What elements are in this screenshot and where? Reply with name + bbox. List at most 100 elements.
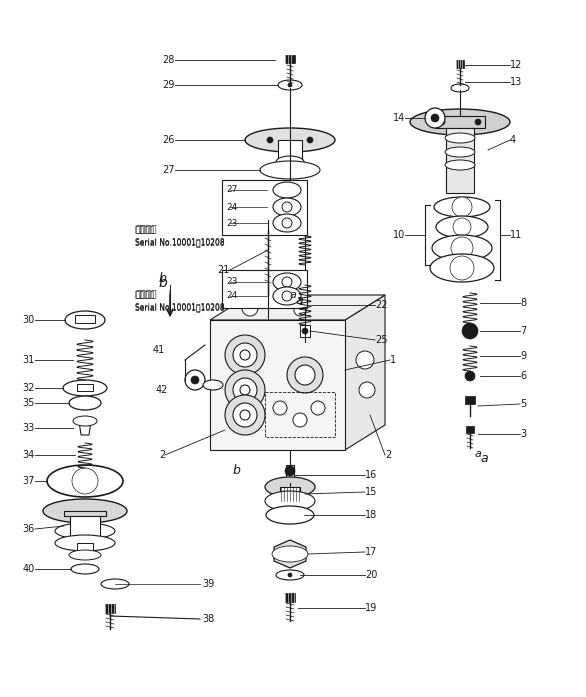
Text: 41: 41 (153, 345, 165, 355)
Bar (446, 128, 474, 193)
Bar (77, 384, 93, 391)
Ellipse shape (445, 160, 475, 170)
Circle shape (359, 382, 375, 398)
Text: 6: 6 (520, 371, 526, 381)
Circle shape (287, 357, 323, 393)
Circle shape (240, 350, 250, 360)
Bar (222, 270, 307, 308)
Text: 28: 28 (163, 55, 175, 65)
Circle shape (225, 395, 265, 435)
Text: 24: 24 (226, 291, 237, 300)
Ellipse shape (63, 380, 107, 396)
Ellipse shape (73, 416, 97, 426)
Text: 適用号機: 適用号機 (135, 226, 155, 234)
Circle shape (185, 370, 205, 390)
Ellipse shape (273, 198, 301, 216)
Text: 35: 35 (23, 398, 35, 408)
Bar (465, 396, 475, 404)
Circle shape (453, 218, 471, 236)
Ellipse shape (436, 216, 488, 238)
Ellipse shape (272, 546, 308, 562)
Ellipse shape (266, 506, 314, 524)
Polygon shape (345, 295, 385, 450)
Ellipse shape (273, 273, 301, 291)
Text: 27: 27 (226, 185, 237, 194)
Text: 29: 29 (163, 80, 175, 90)
Circle shape (233, 403, 257, 427)
Ellipse shape (47, 465, 123, 497)
Ellipse shape (265, 477, 315, 497)
Text: 適用号機: 適用号機 (135, 291, 155, 300)
Bar (70, 516, 100, 538)
Text: Serial No.10001～10208: Serial No.10001～10208 (135, 238, 224, 247)
Text: 適用号機: 適用号機 (135, 226, 156, 234)
Circle shape (452, 197, 472, 217)
Text: a: a (475, 449, 482, 459)
Text: 13: 13 (510, 77, 522, 87)
Polygon shape (79, 421, 91, 435)
Text: 30: 30 (23, 315, 35, 325)
Bar (280, 487, 300, 501)
Text: 34: 34 (23, 450, 35, 460)
Text: 15: 15 (365, 487, 377, 497)
Text: 27: 27 (162, 165, 175, 175)
Text: 16: 16 (365, 470, 377, 480)
Circle shape (311, 401, 325, 415)
Circle shape (302, 328, 308, 334)
Text: 24: 24 (226, 203, 237, 211)
Ellipse shape (432, 235, 492, 261)
Ellipse shape (260, 161, 320, 179)
Text: 8: 8 (520, 298, 526, 308)
Text: 2: 2 (385, 450, 391, 460)
Text: b: b (158, 272, 166, 284)
Text: 26: 26 (163, 135, 175, 145)
Text: 9: 9 (520, 351, 526, 361)
Bar (278, 140, 302, 162)
Circle shape (431, 114, 439, 122)
Text: 23: 23 (226, 277, 237, 286)
Ellipse shape (278, 80, 302, 90)
Ellipse shape (445, 147, 475, 157)
Bar (286, 465, 294, 483)
Bar (466, 426, 474, 433)
Circle shape (451, 237, 473, 259)
Circle shape (225, 370, 265, 410)
Text: a: a (290, 290, 297, 300)
Text: 39: 39 (202, 579, 214, 589)
Ellipse shape (55, 535, 115, 551)
Text: b: b (159, 276, 168, 290)
Text: Serial No.10001～10208: Serial No.10001～10208 (135, 238, 224, 247)
Ellipse shape (273, 287, 301, 305)
Text: 36: 36 (23, 524, 35, 534)
Bar (77, 543, 93, 555)
Circle shape (450, 256, 474, 280)
Text: 23: 23 (226, 218, 237, 227)
Text: 5: 5 (520, 399, 526, 409)
Text: 25: 25 (375, 335, 387, 345)
Bar (265, 392, 335, 437)
Text: 7: 7 (520, 326, 526, 336)
Bar (300, 325, 310, 337)
Circle shape (233, 378, 257, 402)
Circle shape (295, 365, 315, 385)
Ellipse shape (65, 311, 105, 329)
Ellipse shape (203, 380, 223, 390)
Text: 4: 4 (510, 135, 516, 145)
Ellipse shape (451, 84, 469, 92)
Text: 32: 32 (23, 383, 35, 393)
Text: Serial No.10001～10208: Serial No.10001～10208 (135, 303, 224, 312)
Text: 3: 3 (520, 429, 526, 439)
Text: 1: 1 (390, 355, 396, 365)
Circle shape (356, 351, 374, 369)
Ellipse shape (430, 254, 494, 282)
Text: 適用号機: 適用号機 (135, 291, 156, 300)
Ellipse shape (273, 214, 301, 232)
Text: 10: 10 (393, 230, 405, 240)
Polygon shape (210, 295, 385, 320)
Text: 22: 22 (375, 300, 387, 310)
Circle shape (288, 573, 292, 577)
Circle shape (240, 410, 250, 420)
Circle shape (240, 385, 250, 395)
Bar (64, 511, 106, 516)
Text: 20: 20 (365, 570, 377, 580)
